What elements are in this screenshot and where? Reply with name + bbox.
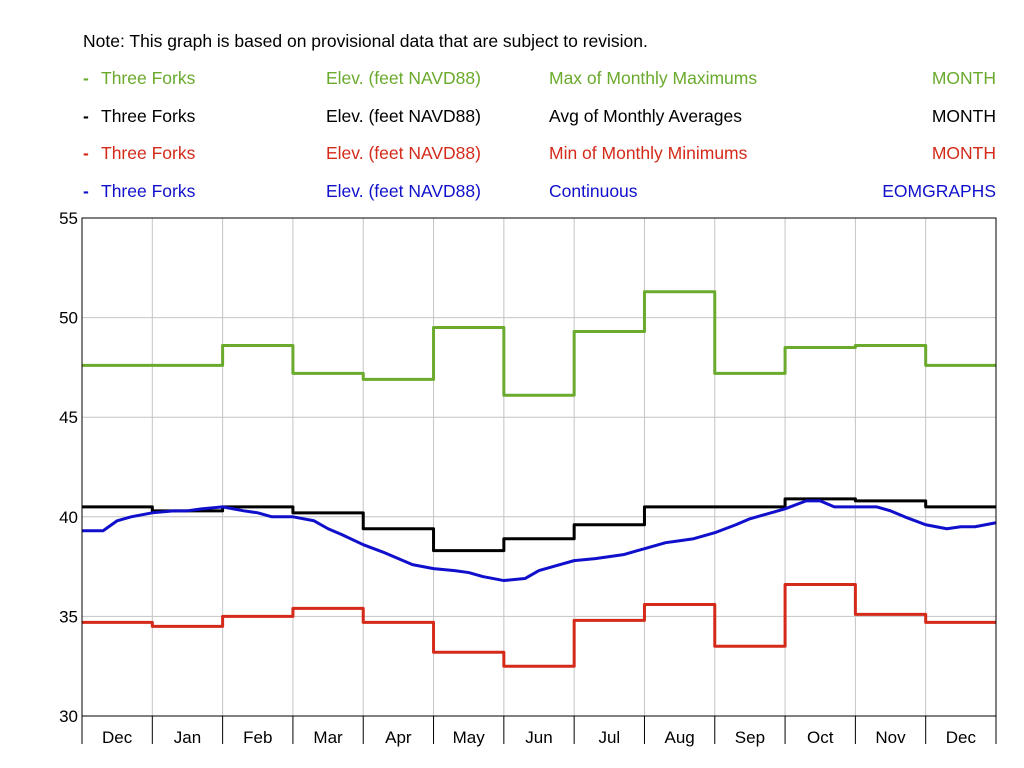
- legend-site: Three Forks: [101, 181, 196, 201]
- legend-site: Three Forks: [101, 106, 196, 126]
- legend-site: Three Forks: [101, 68, 196, 88]
- x-tick-label: Jul: [598, 728, 620, 747]
- legend-period: MONTH: [931, 68, 996, 88]
- y-tick-label: 50: [59, 309, 78, 328]
- legend-period: EOMGRAPHS: [882, 181, 996, 201]
- legend-parameter: Elev. (feet NAVD88): [326, 106, 481, 126]
- series-line: [82, 290, 996, 397]
- series-line: [82, 499, 997, 583]
- y-tick-label: 30: [59, 707, 78, 726]
- legend-parameter: Elev. (feet NAVD88): [326, 143, 481, 163]
- x-tick-label: Dec: [946, 728, 977, 747]
- x-tick-label: Mar: [313, 728, 343, 747]
- legend-swatch: -: [83, 181, 89, 201]
- x-tick-label: Dec: [102, 728, 133, 747]
- legend-statistic: Continuous: [549, 181, 638, 201]
- legend-row: - Three Forks Elev. (feet NAVD88) Continuou…: [83, 181, 996, 205]
- series-line: [82, 583, 996, 668]
- y-tick-label: 35: [59, 607, 78, 626]
- legend-swatch: -: [83, 106, 89, 126]
- y-tick-label: 55: [59, 209, 78, 228]
- legend-row: - Three Forks Elev. (feet NAVD88) Max of Mo…: [83, 68, 996, 92]
- legend-statistic: Min of Monthly Minimums: [549, 143, 748, 163]
- legend-swatch: -: [83, 143, 89, 163]
- legend-period: MONTH: [931, 143, 996, 163]
- x-tick-label: Nov: [875, 728, 906, 747]
- x-tick-label: Sep: [735, 728, 765, 747]
- x-tick-label: Jan: [174, 728, 201, 747]
- legend-period: MONTH: [931, 106, 996, 126]
- y-tick-label: 45: [59, 408, 78, 427]
- legend-row: - Three Forks Elev. (feet NAVD88) Min of Mo…: [83, 143, 996, 167]
- legend-row: - Three Forks Elev. (feet NAVD88) Avg of Mo…: [83, 106, 996, 130]
- x-tick-label: Oct: [807, 728, 834, 747]
- x-tick-label: Aug: [664, 728, 694, 747]
- legend-parameter: Elev. (feet NAVD88): [326, 68, 481, 88]
- legend-statistic: Max of Monthly Maximums: [549, 68, 758, 88]
- provisional-note: Note: This graph is based on provisional…: [83, 31, 648, 51]
- x-tick-label: Jun: [525, 728, 552, 747]
- x-tick-label: Apr: [385, 728, 412, 747]
- x-tick-label: May: [453, 728, 486, 747]
- legend-parameter: Elev. (feet NAVD88): [326, 181, 481, 201]
- legend-site: Three Forks: [101, 143, 196, 163]
- plot-frame: [81, 217, 997, 717]
- legend-swatch: -: [83, 68, 89, 88]
- legend-statistic: Avg of Monthly Averages: [549, 106, 742, 126]
- x-tick-label: Feb: [243, 728, 272, 747]
- y-tick-label: 40: [59, 508, 78, 527]
